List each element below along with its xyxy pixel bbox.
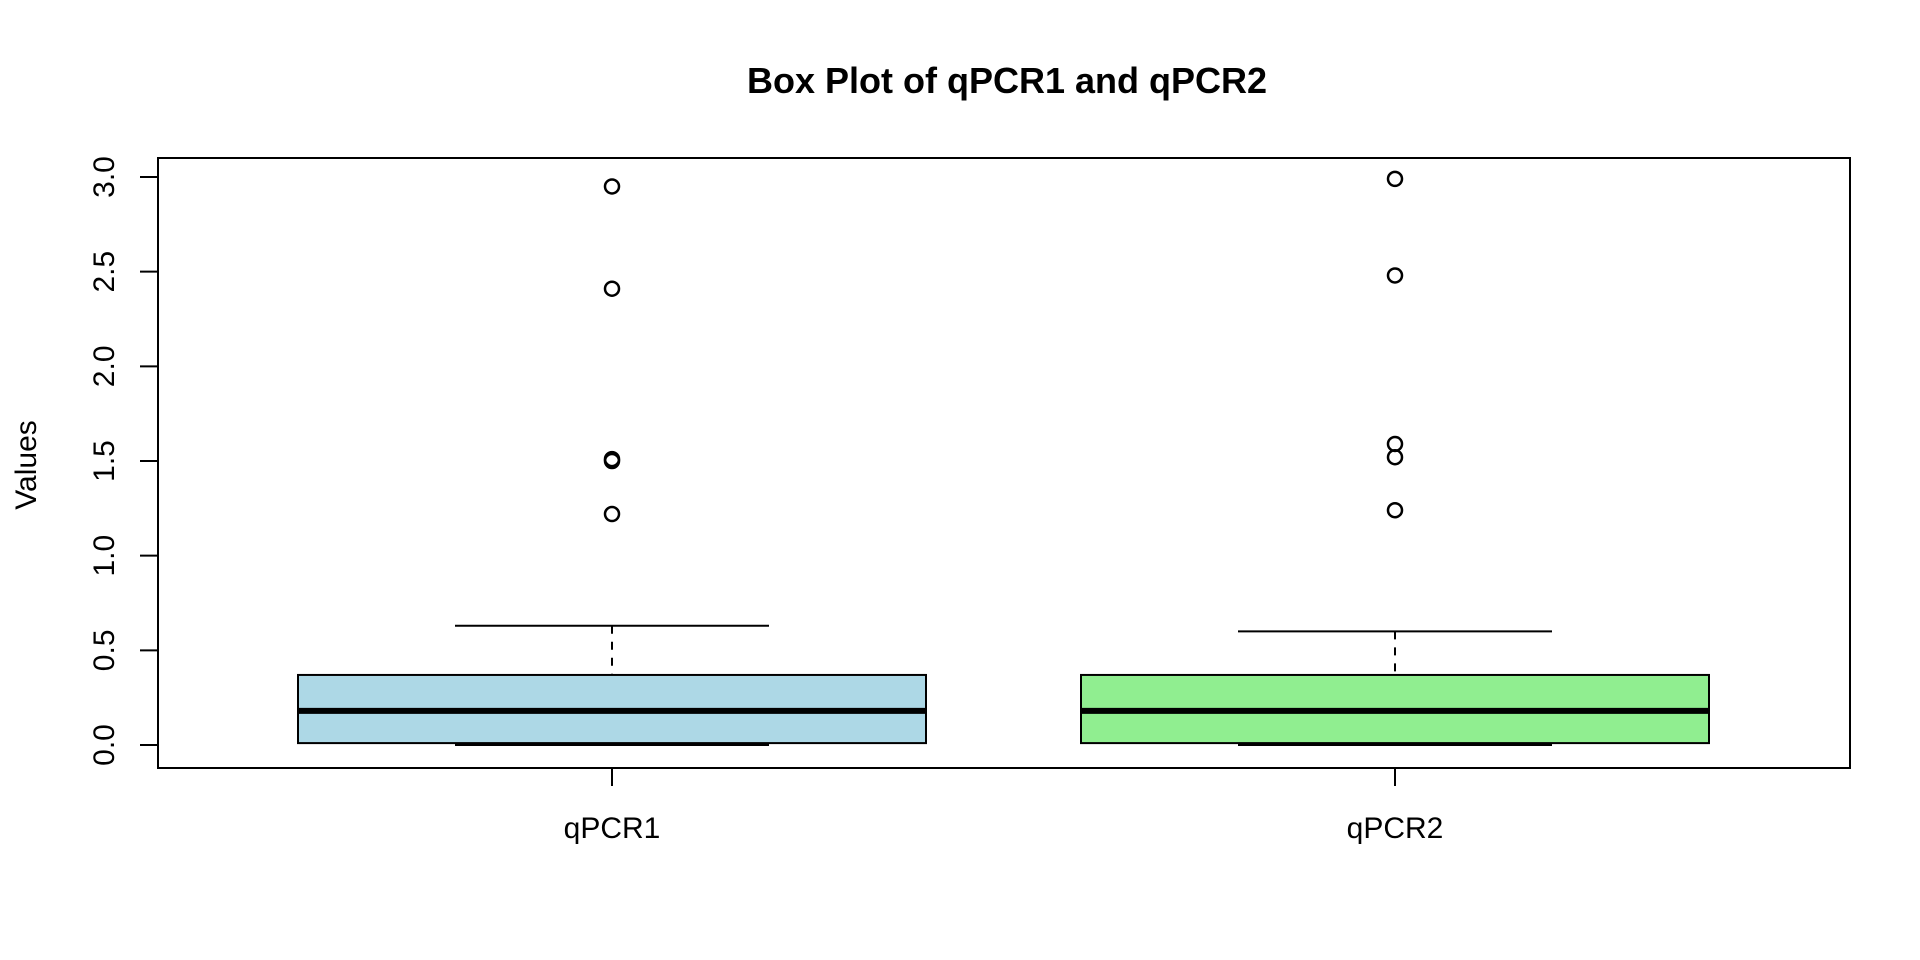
outlier-point-qPCR1 [603, 450, 621, 468]
outlier-point-qPCR2 [1386, 448, 1404, 466]
chart-marks: 0.0 0.5 1.0 1.5 2.0 2.5 3.0 qPCR1 qPCR2 [88, 156, 1710, 845]
y-tick-label: 0.5 [88, 629, 121, 671]
y-axis-label: Values [10, 420, 43, 510]
outlier-point-qPCR1 [603, 178, 621, 195]
x-tick-label-qPCR1: qPCR1 [564, 812, 661, 845]
outlier-point-qPCR1 [603, 280, 621, 297]
y-tick-label: 2.0 [88, 345, 121, 387]
x-tick-label-qPCR2: qPCR2 [1347, 812, 1444, 845]
outlier-point-qPCR1 [603, 505, 621, 523]
y-tick-label: 2.5 [88, 251, 121, 293]
outlier-point-qPCR2 [1386, 170, 1404, 188]
chart-title: Box Plot of qPCR1 and qPCR2 [747, 60, 1267, 101]
outlier-point-qPCR2 [1386, 267, 1404, 284]
y-tick-label: 1.5 [88, 440, 121, 482]
y-tick-label: 0.0 [88, 724, 121, 766]
outlier-point-qPCR2 [1386, 435, 1404, 453]
y-tick-label: 1.0 [88, 535, 121, 577]
outlier-point-qPCR2 [1386, 501, 1404, 519]
y-tick-label: 3.0 [88, 156, 121, 198]
